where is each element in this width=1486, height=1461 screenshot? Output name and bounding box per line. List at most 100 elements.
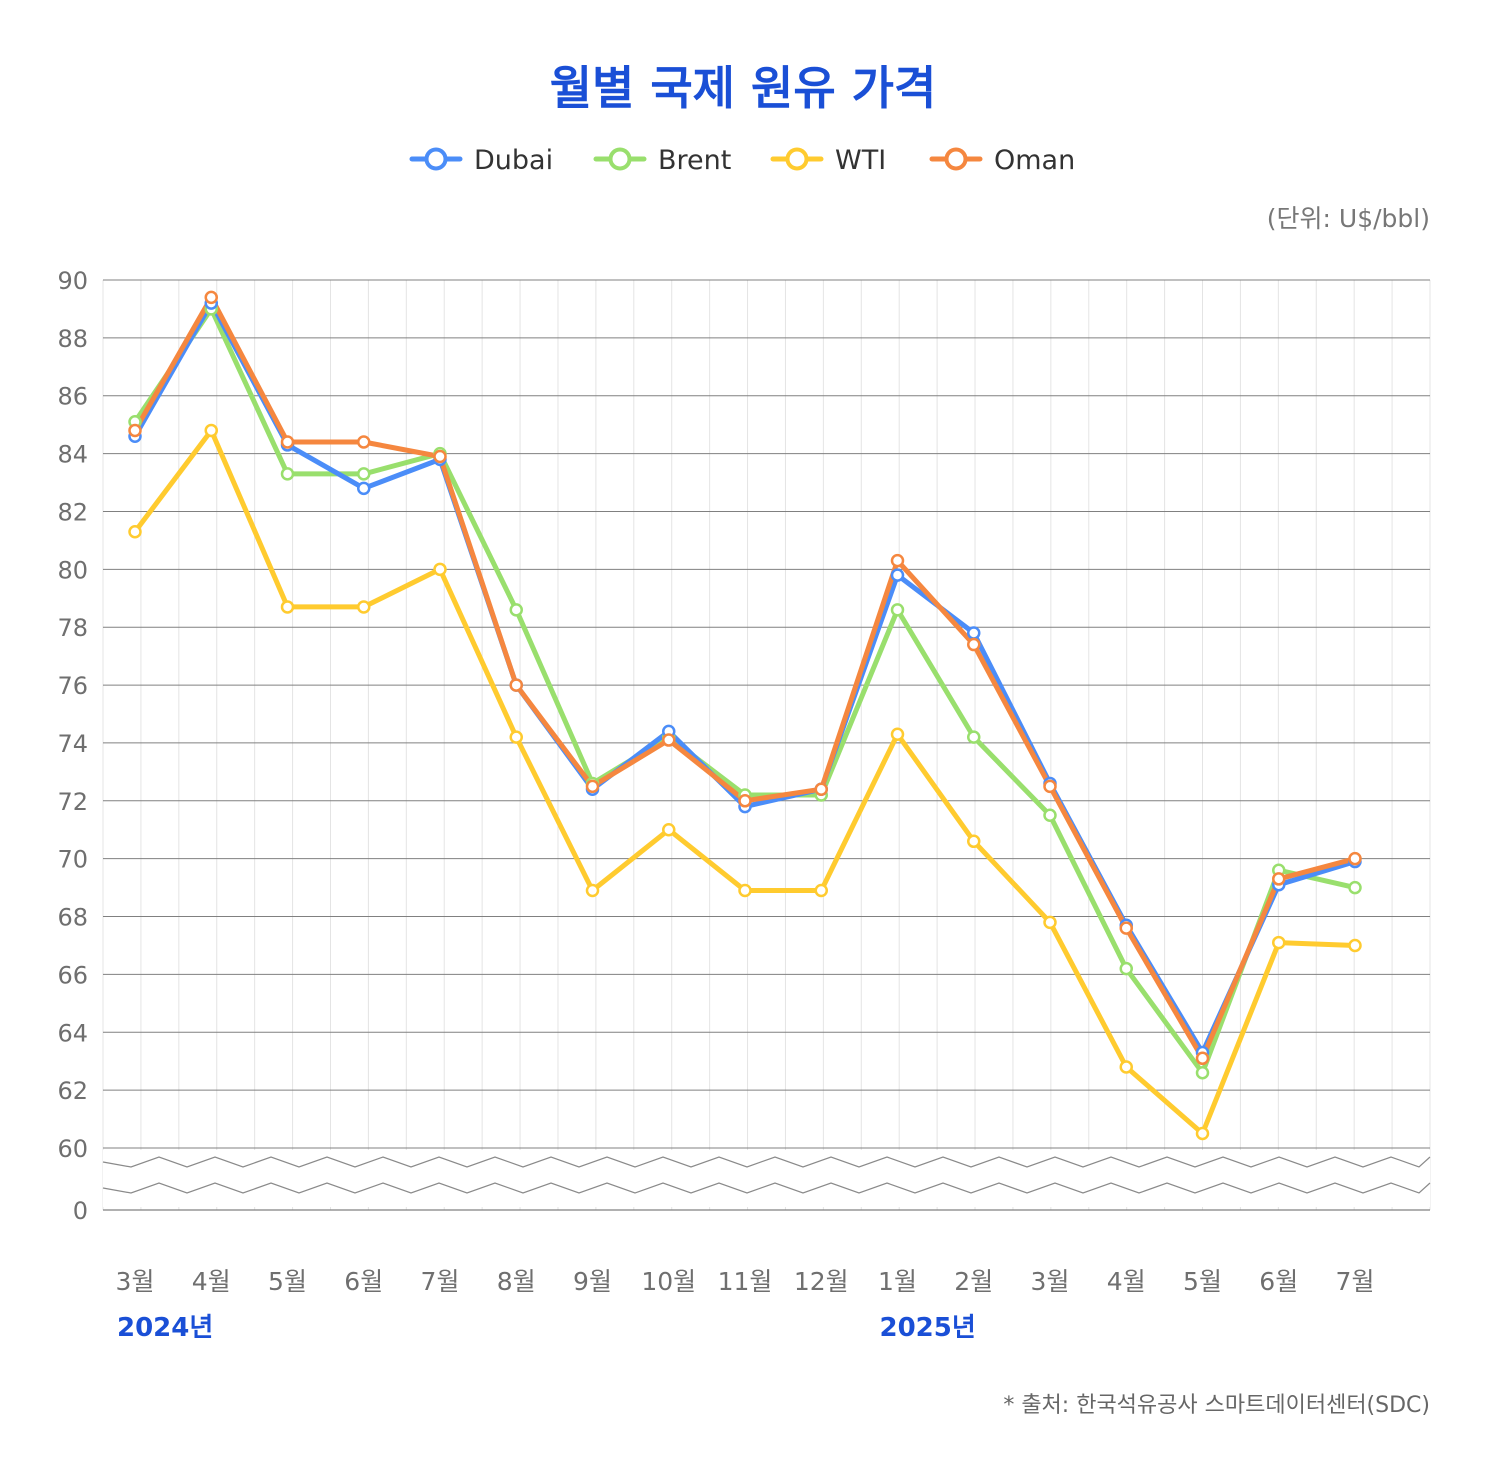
data-point-wti — [509, 730, 523, 744]
source-note: * 출처: 한국석유공사 스마트데이터센터(SDC) — [1003, 1393, 1430, 1418]
x-tick-label: 3월 — [1031, 1267, 1070, 1296]
x-tick-label: 6월 — [344, 1267, 383, 1296]
legend-label: Dubai — [474, 145, 553, 176]
data-point-oman — [280, 435, 295, 449]
y-tick-label: 84 — [57, 441, 88, 469]
y-tick-label: 86 — [57, 383, 88, 411]
data-point-oman — [890, 553, 905, 568]
x-tick-label: 4월 — [192, 1267, 231, 1296]
data-point-oman — [204, 290, 218, 305]
chart-title: 월별 국제 원유 가격 — [550, 61, 937, 115]
data-point-brent — [357, 467, 371, 481]
data-point-brent — [1348, 880, 1362, 895]
series-line-brent — [132, 306, 1358, 1076]
y-tick-label: 60 — [57, 1135, 88, 1163]
data-point-dubai — [967, 626, 981, 640]
data-point-dubai — [357, 481, 371, 496]
legend-marker — [424, 147, 448, 171]
data-point-brent — [967, 730, 981, 744]
axis-break-mask — [103, 1150, 1430, 1207]
data-point-wti — [890, 727, 905, 742]
data-point-wti — [280, 600, 295, 614]
x-tick-label: 6월 — [1259, 1267, 1298, 1296]
x-tick-label: 3월 — [116, 1267, 155, 1296]
y-tick-label: 62 — [57, 1077, 88, 1105]
axis-break — [102, 1156, 1431, 1194]
legend-marker — [608, 147, 632, 171]
data-point-oman — [128, 423, 142, 438]
x-tick-label: 9월 — [573, 1267, 612, 1296]
data-point-wti — [662, 822, 676, 837]
x-tick-label: 10월 — [641, 1267, 696, 1296]
data-point-wti — [1348, 938, 1362, 953]
data-point-wti — [1119, 1060, 1133, 1074]
y-tick-label: 66 — [57, 961, 88, 989]
data-point-brent — [1119, 961, 1133, 976]
data-point-oman — [662, 733, 676, 747]
data-point-wti — [128, 524, 142, 539]
data-point-oman — [433, 449, 447, 464]
data-point-oman — [1119, 921, 1133, 935]
data-point-oman — [967, 637, 981, 652]
data-point-wti — [814, 883, 828, 898]
y-tick-label: 82 — [57, 498, 88, 526]
axis-break-zigzag — [102, 1156, 1431, 1168]
data-point-wti — [967, 834, 981, 849]
y-tick-label: 88 — [57, 325, 88, 353]
data-point-brent — [890, 603, 905, 617]
data-point-wti — [357, 600, 371, 614]
y-tick-label: 74 — [57, 730, 88, 758]
legend-label: Oman — [994, 145, 1075, 176]
y-tick-label: 80 — [57, 556, 88, 584]
data-point-dubai — [890, 568, 905, 582]
data-point-wti — [433, 562, 447, 577]
data-point-oman — [1272, 872, 1286, 886]
x-tick-label: 5월 — [1183, 1267, 1222, 1296]
data-point-brent — [1195, 1066, 1210, 1080]
legend-label: Brent — [658, 145, 731, 176]
year-labels: 2024년 2025년 — [117, 1313, 976, 1343]
y-tick-label: 76 — [57, 672, 88, 700]
y-tick-label: 72 — [57, 788, 88, 816]
axis-break-zigzag — [102, 1182, 1431, 1194]
data-point-brent — [280, 467, 295, 481]
y-tick-label: 78 — [57, 614, 88, 642]
data-point-oman — [357, 435, 371, 449]
data-point-oman — [1043, 779, 1057, 794]
series-lines — [132, 294, 1358, 1136]
series-points — [128, 290, 1362, 1141]
data-point-oman — [1348, 851, 1362, 866]
year-label: 2025년 — [880, 1313, 976, 1343]
data-point-wti — [1043, 915, 1057, 930]
year-label: 2024년 — [117, 1313, 213, 1343]
legend-marker — [944, 147, 968, 171]
grid — [102, 279, 1431, 1211]
data-point-brent — [509, 603, 523, 617]
data-point-brent — [1043, 808, 1057, 823]
data-point-oman — [814, 782, 828, 796]
legend-marker — [785, 147, 809, 171]
x-tick-label: 5월 — [268, 1267, 307, 1296]
data-point-oman — [509, 678, 523, 692]
y-tick-label: 68 — [57, 904, 88, 932]
series-line-dubai — [132, 300, 1358, 1055]
series-line-oman — [132, 294, 1358, 1061]
data-point-oman — [1195, 1051, 1210, 1066]
data-point-oman — [738, 794, 752, 808]
unit-label: (단위: U$/bbl) — [1267, 204, 1430, 233]
legend-label: WTI — [835, 145, 886, 176]
x-tick-label: 11월 — [718, 1267, 773, 1296]
data-point-wti — [204, 423, 218, 438]
data-point-wti — [585, 883, 600, 898]
data-point-wti — [1195, 1126, 1210, 1141]
x-tick-label: 2월 — [954, 1267, 993, 1296]
x-tick-label: 8월 — [497, 1267, 536, 1296]
data-point-oman — [585, 779, 600, 794]
data-point-wti — [1272, 935, 1286, 950]
y-tick-label: 90 — [57, 267, 88, 295]
y-axis: 90 88 86 84 82 80 78 76 74 72 70 68 66 64 62 60 0 — [57, 267, 88, 1225]
x-tick-label: 4월 — [1107, 1267, 1146, 1296]
y-tick-label: 64 — [57, 1019, 88, 1047]
x-tick-label: 1월 — [878, 1267, 917, 1296]
legend: Dubai Brent WTI Oman — [409, 145, 1075, 176]
